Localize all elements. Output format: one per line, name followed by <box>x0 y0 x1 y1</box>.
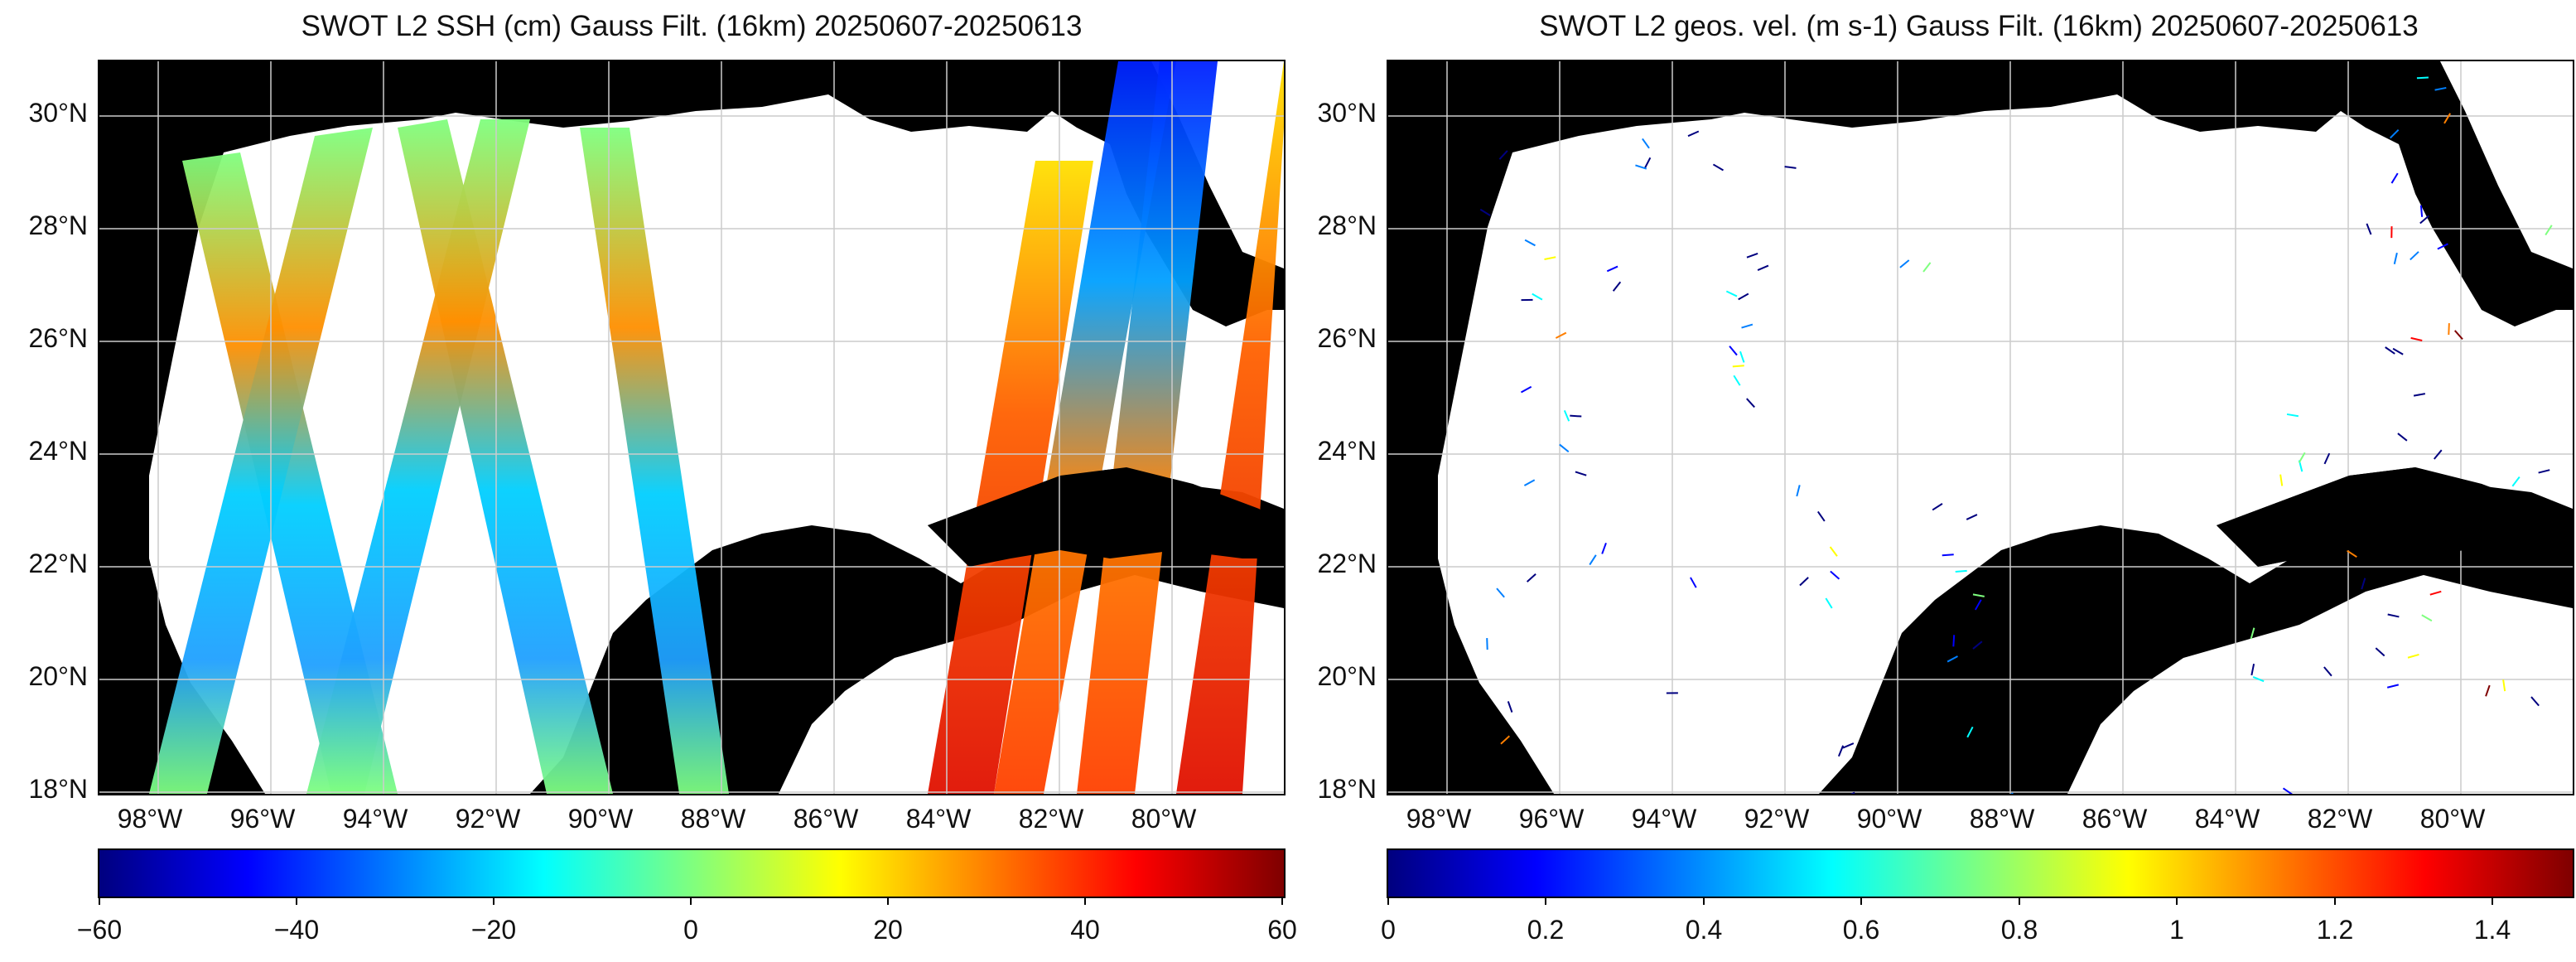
vel-lon-tick-86: 86°W <box>2082 804 2148 834</box>
vel-lon-tick-98: 98°W <box>1406 804 1472 834</box>
vel-cbar-label-4: 0.8 <box>2000 915 2038 945</box>
vel-cbar-label-3: 0.6 <box>1842 915 1880 945</box>
ssh-lat-tick-26: 26°N <box>28 323 89 353</box>
vel-lon-tick-80: 80°W <box>2419 804 2486 834</box>
vel-cbar-label-7: 1.4 <box>2473 915 2511 945</box>
vel-lat-tick-26: 26°N <box>1317 323 1377 353</box>
ssh-map <box>98 60 1286 795</box>
ssh-lat-tick-30: 30°N <box>28 98 89 128</box>
ssh-swath <box>1176 61 1284 794</box>
ssh-swath <box>182 152 398 794</box>
vel-lat-tick-22: 22°N <box>1317 549 1377 578</box>
ssh-swath <box>149 128 373 794</box>
vel-lat-tick-30: 30°N <box>1317 98 1377 128</box>
vel-lat-tick-20: 20°N <box>1317 661 1377 691</box>
ssh-map-canvas <box>99 61 1284 794</box>
vel-map-canvas <box>1388 61 2573 794</box>
ssh-cbar-label-1: −40 <box>273 915 320 945</box>
vel-lat-tick-28: 28°N <box>1317 210 1377 240</box>
ssh-swath <box>928 161 1093 794</box>
ssh-cbar-label-5: 40 <box>1070 915 1100 945</box>
ssh-swath <box>580 128 729 794</box>
ssh-swath <box>1077 61 1218 794</box>
vel-lat-tick-24: 24°N <box>1317 436 1377 466</box>
vel-lon-tick-94: 94°W <box>1631 804 1697 834</box>
ssh-cbar-label-0: −60 <box>76 915 123 945</box>
ssh-swath <box>306 119 530 794</box>
vel-lon-tick-82: 82°W <box>2307 804 2373 834</box>
ssh-lon-tick-98: 98°W <box>117 804 183 834</box>
vel-lon-tick-88: 88°W <box>1969 804 2035 834</box>
ssh-lat-tick-20: 20°N <box>28 661 89 691</box>
ssh-lon-tick-88: 88°W <box>680 804 746 834</box>
vel-cbar-label-2: 0.4 <box>1685 915 1723 945</box>
ssh-lon-tick-96: 96°W <box>229 804 296 834</box>
vel-lon-tick-90: 90°W <box>1856 804 1922 834</box>
ssh-lat-tick-28: 28°N <box>28 210 89 240</box>
vel-lon-tick-96: 96°W <box>1518 804 1585 834</box>
vel-colorbar <box>1387 848 2574 898</box>
ssh-lon-tick-94: 94°W <box>342 804 408 834</box>
vel-lon-tick-84: 84°W <box>2194 804 2260 834</box>
ssh-colorbar <box>98 848 1286 898</box>
ssh-cbar-label-3: 0 <box>683 915 698 945</box>
ssh-lon-tick-80: 80°W <box>1131 804 1197 834</box>
ssh-lat-tick-22: 22°N <box>28 549 89 578</box>
vel-map <box>1387 60 2574 795</box>
vel-cbar-label-1: 0.2 <box>1527 915 1565 945</box>
ssh-cbar-label-2: −20 <box>470 915 517 945</box>
vel-lat-tick-18: 18°N <box>1317 774 1377 804</box>
vel-lon-tick-92: 92°W <box>1744 804 1810 834</box>
ssh-cbar-label-4: 20 <box>873 915 903 945</box>
ssh-lon-tick-84: 84°W <box>905 804 972 834</box>
ssh-cbar-label-6: 60 <box>1267 915 1297 945</box>
vel-cbar-label-0: 0 <box>1381 915 1396 945</box>
ssh-lat-tick-24: 24°N <box>28 436 89 466</box>
ssh-lat-tick-18: 18°N <box>28 774 89 804</box>
ssh-lon-tick-90: 90°W <box>567 804 634 834</box>
ssh-swath <box>994 61 1176 794</box>
ssh-lon-tick-92: 92°W <box>455 804 521 834</box>
ssh-lon-tick-82: 82°W <box>1018 804 1084 834</box>
ssh-lon-tick-86: 86°W <box>793 804 859 834</box>
vel-cbar-label-6: 1.2 <box>2316 915 2354 945</box>
vel-panel-title: SWOT L2 geos. vel. (m s-1) Gauss Filt. (… <box>1539 10 2419 42</box>
ssh-panel-title: SWOT L2 SSH (cm) Gauss Filt. (16km) 2025… <box>301 10 1083 42</box>
vel-cbar-label-5: 1 <box>2169 915 2184 945</box>
